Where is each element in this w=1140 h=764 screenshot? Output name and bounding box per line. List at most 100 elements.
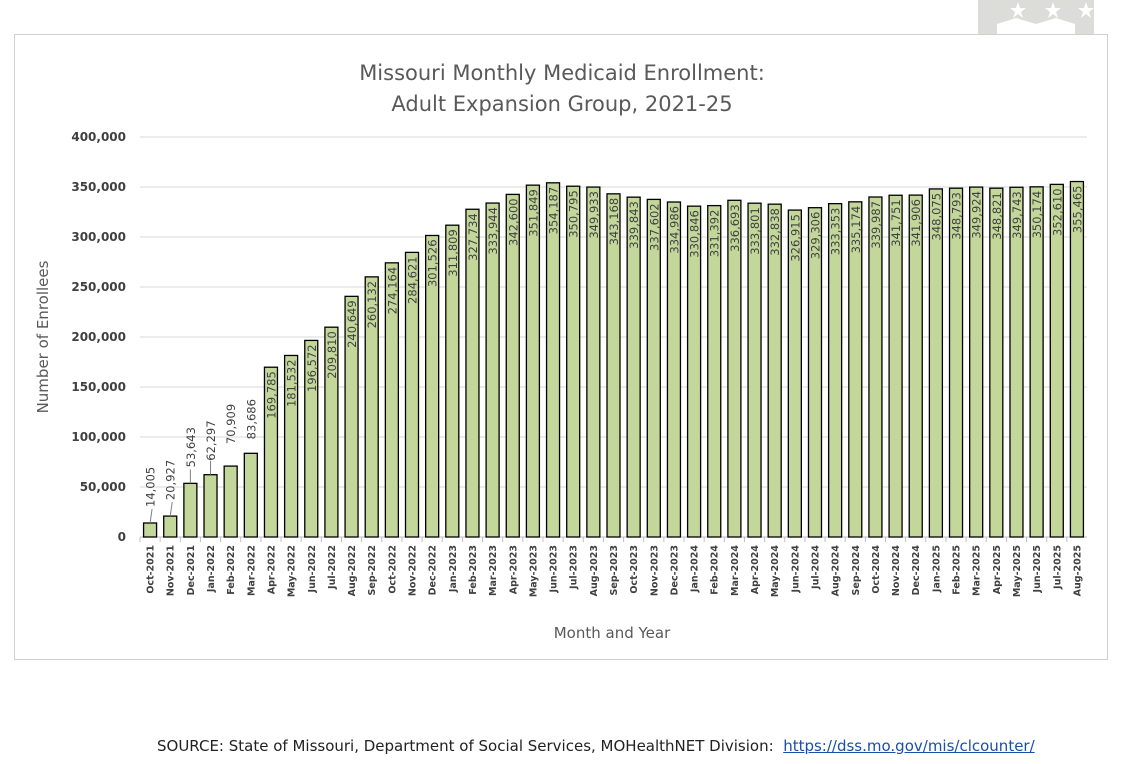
- x-tick-label: Jun-2025: [1032, 545, 1043, 593]
- data-label: 333,801: [748, 207, 762, 255]
- data-label: 349,924: [970, 191, 984, 239]
- x-tick-label: Oct-2021: [146, 545, 157, 594]
- y-tick-label: 200,000: [71, 330, 126, 344]
- x-tick-label: May-2025: [1012, 545, 1023, 597]
- x-tick-label: Dec-2023: [669, 545, 680, 595]
- x-tick-label: Jul-2022: [327, 545, 338, 590]
- bar: [163, 515, 178, 538]
- x-tick-label: Dec-2024: [911, 545, 922, 596]
- y-tick-label: 100,000: [71, 430, 126, 444]
- bar: [888, 194, 903, 538]
- x-tick-label: Jul-2024: [810, 545, 821, 590]
- bar: [807, 207, 823, 538]
- x-tick-label: Jan-2025: [931, 545, 942, 593]
- x-tick-label: Mar-2022: [246, 545, 257, 596]
- bar: [848, 201, 863, 538]
- bar: [868, 196, 883, 538]
- chart-title-line-2: Adult Expansion Group, 2021-25: [391, 92, 732, 116]
- chart-frame: [14, 34, 1108, 660]
- bar: [545, 182, 561, 538]
- bar: [969, 186, 984, 538]
- data-label: 62,297: [204, 420, 218, 460]
- x-tick-label: Nov-2023: [649, 545, 660, 596]
- bar: [324, 326, 339, 538]
- bar: [1009, 186, 1024, 538]
- x-tick-label: Apr-2025: [992, 545, 1003, 594]
- bar: [1029, 186, 1044, 538]
- data-label: 348,793: [950, 192, 964, 240]
- data-label: 209,810: [325, 331, 339, 379]
- data-label: 348,075: [929, 193, 943, 241]
- x-tick-label: Jul-2023: [569, 545, 580, 590]
- x-tick-label: Mar-2023: [488, 545, 499, 596]
- data-label: 260,132: [365, 281, 379, 329]
- data-label: 284,621: [406, 256, 420, 304]
- data-label: 348,821: [990, 192, 1004, 240]
- bar: [586, 186, 601, 538]
- x-tick-label: Sep-2023: [609, 545, 620, 595]
- data-label: 332,838: [768, 208, 782, 256]
- data-label: 351,849: [526, 189, 540, 237]
- bar: [384, 262, 400, 538]
- data-label: 83,686: [244, 399, 258, 439]
- x-tick-label: Oct-2022: [387, 545, 398, 594]
- x-tick-label: Feb-2025: [952, 545, 963, 595]
- chart-title-line-1: Missouri Monthly Medicaid Enrollment:: [359, 61, 765, 85]
- bar: [364, 276, 379, 538]
- data-label: 342,600: [506, 198, 520, 246]
- x-axis-title: Month and Year: [554, 624, 671, 642]
- y-tick-label: 350,000: [71, 180, 126, 194]
- y-axis-title: Number of Enrollees: [34, 260, 52, 413]
- bar: [465, 208, 480, 538]
- data-label: 53,643: [184, 427, 198, 467]
- bar: [666, 201, 682, 538]
- data-label: 335,174: [849, 206, 863, 254]
- data-label: 349,743: [1010, 191, 1024, 239]
- bar: [767, 203, 782, 538]
- x-tick-label: Jan-2022: [206, 545, 217, 593]
- data-label: 350,795: [567, 190, 581, 238]
- bar: [707, 204, 722, 538]
- bar: [727, 199, 742, 538]
- x-tick-label: May-2022: [287, 545, 298, 597]
- x-tick-label: Jan-2023: [448, 545, 459, 593]
- data-label: 339,987: [869, 201, 883, 249]
- data-label: 14,005: [144, 467, 158, 507]
- x-tick-label: Mar-2025: [972, 545, 983, 596]
- leader-line: [169, 502, 173, 517]
- bar: [304, 339, 319, 538]
- x-tick-label: Apr-2024: [750, 545, 761, 595]
- bar: [183, 482, 198, 538]
- bar: [827, 202, 843, 538]
- x-tick-label: Jan-2024: [690, 545, 701, 593]
- data-label: 352,610: [1050, 188, 1064, 236]
- data-label: 327,734: [466, 213, 480, 261]
- x-tick-label: Apr-2023: [508, 545, 519, 594]
- bar: [404, 251, 420, 538]
- data-label: 311,809: [446, 229, 460, 277]
- bar: [989, 187, 1004, 538]
- x-tick-label: Aug-2024: [831, 545, 842, 597]
- data-label: 274,164: [385, 267, 399, 315]
- leader-line: [149, 508, 153, 524]
- data-label: 20,927: [164, 460, 178, 500]
- bar: [203, 474, 218, 538]
- data-label: 336,693: [728, 204, 742, 252]
- source-link[interactable]: https://dss.mo.gov/mis/clcounter/: [783, 737, 1035, 755]
- x-tick-label: Feb-2022: [226, 545, 237, 595]
- y-tick-label: 250,000: [71, 280, 126, 294]
- x-tick-label: Nov-2021: [166, 545, 177, 596]
- bar: [566, 185, 581, 538]
- data-label: 240,649: [345, 300, 359, 348]
- bar: [344, 295, 359, 538]
- data-label: 330,846: [688, 210, 702, 258]
- data-label: 301,526: [426, 239, 440, 287]
- data-label: 196,572: [305, 344, 319, 392]
- data-label: 349,933: [587, 191, 601, 239]
- source-text: SOURCE: State of Missouri, Department of…: [157, 737, 774, 755]
- x-tick-label: May-2023: [528, 545, 539, 597]
- y-tick-label: 50,000: [80, 480, 126, 494]
- data-label: 333,353: [829, 208, 843, 256]
- data-label: 181,532: [285, 359, 299, 407]
